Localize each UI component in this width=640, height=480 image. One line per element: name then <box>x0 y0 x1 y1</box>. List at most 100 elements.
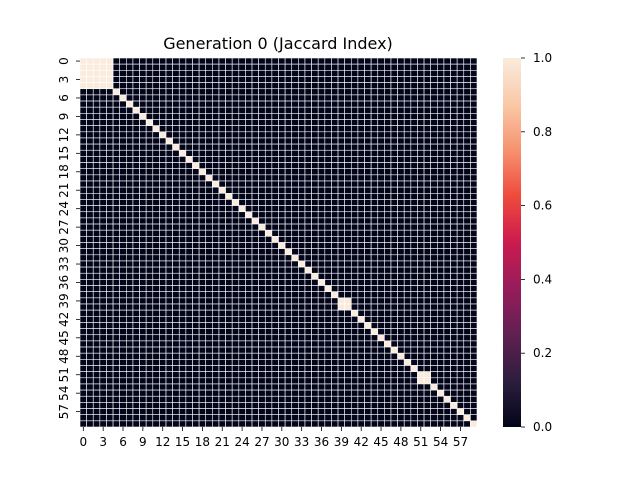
heatmap-cell <box>112 236 121 243</box>
heatmap-cell <box>126 383 134 391</box>
heatmap-cell <box>139 70 147 77</box>
heatmap-cell <box>79 236 87 243</box>
heatmap-cell <box>212 229 220 237</box>
heatmap-cell <box>192 254 200 262</box>
heatmap-cell <box>430 260 438 268</box>
heatmap-cell <box>377 389 385 397</box>
heatmap-cell <box>357 149 365 157</box>
heatmap-cell <box>304 199 312 206</box>
heatmap-cell <box>430 82 438 90</box>
heatmap-cell <box>92 119 101 126</box>
heatmap-cell <box>198 100 207 108</box>
heatmap-cell <box>185 309 193 317</box>
heatmap-cell <box>126 279 134 286</box>
heatmap-cell <box>470 229 478 237</box>
heatmap-cell <box>145 359 154 366</box>
heatmap-cell <box>251 168 259 176</box>
heatmap-cell <box>198 205 207 213</box>
heatmap-cell <box>132 414 140 422</box>
heatmap-cell <box>99 76 107 83</box>
heatmap-cell <box>456 371 465 379</box>
heatmap-cell <box>132 365 140 372</box>
heatmap-cell <box>410 389 418 397</box>
heatmap-cell <box>430 279 438 286</box>
heatmap-cell <box>205 291 213 299</box>
heatmap-cell <box>403 272 412 280</box>
heatmap-cell <box>251 272 259 280</box>
heatmap-cell <box>198 395 207 403</box>
heatmap-cell <box>185 328 193 336</box>
heatmap-cell <box>317 113 326 120</box>
heatmap-cell <box>139 63 147 71</box>
heatmap-cell <box>172 211 180 219</box>
heatmap-cell <box>423 229 431 237</box>
heatmap-cell <box>245 365 253 372</box>
heatmap-cell <box>291 322 299 329</box>
heatmap-cell <box>139 242 147 249</box>
heatmap-cell <box>344 334 352 342</box>
heatmap-cell <box>317 291 326 299</box>
heatmap-cell <box>450 303 458 311</box>
heatmap-cell <box>403 229 412 237</box>
heatmap-cell <box>218 303 226 311</box>
heatmap-cell <box>165 340 173 348</box>
heatmap-cell <box>212 82 220 90</box>
heatmap-cell <box>231 377 240 385</box>
heatmap-cell <box>344 63 352 71</box>
heatmap-cell <box>231 223 240 231</box>
heatmap-cell <box>152 389 160 397</box>
heatmap-cell <box>423 236 431 243</box>
heatmap-cell <box>410 365 418 372</box>
heatmap-cell <box>271 113 279 120</box>
heatmap-cell <box>423 359 431 366</box>
heatmap-cell <box>106 199 114 206</box>
heatmap-cell <box>258 217 266 225</box>
heatmap-cell <box>370 272 379 280</box>
heatmap-cell <box>436 402 445 409</box>
heatmap-cell <box>178 248 187 256</box>
heatmap-cell <box>417 322 425 329</box>
heatmap-cell <box>357 131 365 139</box>
heatmap-cell <box>178 297 187 305</box>
heatmap-cell <box>331 100 339 108</box>
heatmap-cell <box>317 346 326 354</box>
heatmap-cell <box>145 186 154 194</box>
heatmap-cell <box>377 63 385 71</box>
heatmap-cell <box>298 88 306 96</box>
heatmap-cell <box>271 119 279 126</box>
heatmap-cell <box>212 402 220 409</box>
heatmap-cell <box>443 340 451 348</box>
heatmap-cell <box>456 266 465 274</box>
heatmap-cell <box>377 291 385 299</box>
heatmap-cell <box>331 76 339 83</box>
heatmap-cell <box>384 223 392 231</box>
heatmap-cell <box>198 334 207 342</box>
heatmap-cell <box>198 242 207 249</box>
heatmap-cell <box>436 100 445 108</box>
heatmap-cell <box>86 131 94 139</box>
heatmap-cell <box>430 119 438 126</box>
heatmap-cell <box>139 223 147 231</box>
heatmap-cell <box>231 100 240 108</box>
heatmap-cell <box>403 266 412 274</box>
heatmap-cell <box>192 395 200 403</box>
heatmap-cell <box>291 125 299 133</box>
heatmap-cell <box>390 285 398 292</box>
heatmap-cell <box>165 63 173 71</box>
heatmap-cell <box>79 254 87 262</box>
heatmap-cell <box>470 266 478 274</box>
heatmap-cell <box>159 254 167 262</box>
heatmap-cell <box>377 168 385 176</box>
heatmap-cell <box>370 322 379 329</box>
heatmap-cell <box>331 365 339 372</box>
heatmap-cell <box>231 193 240 200</box>
heatmap-cell <box>357 303 365 311</box>
heatmap-cell <box>112 143 121 151</box>
heatmap-cell <box>450 217 458 225</box>
heatmap-cell <box>178 131 187 139</box>
heatmap-cell <box>126 137 134 145</box>
heatmap-cell <box>311 217 319 225</box>
heatmap-cell <box>284 359 293 366</box>
heatmap-cell <box>357 223 365 231</box>
heatmap-cell <box>410 272 418 280</box>
